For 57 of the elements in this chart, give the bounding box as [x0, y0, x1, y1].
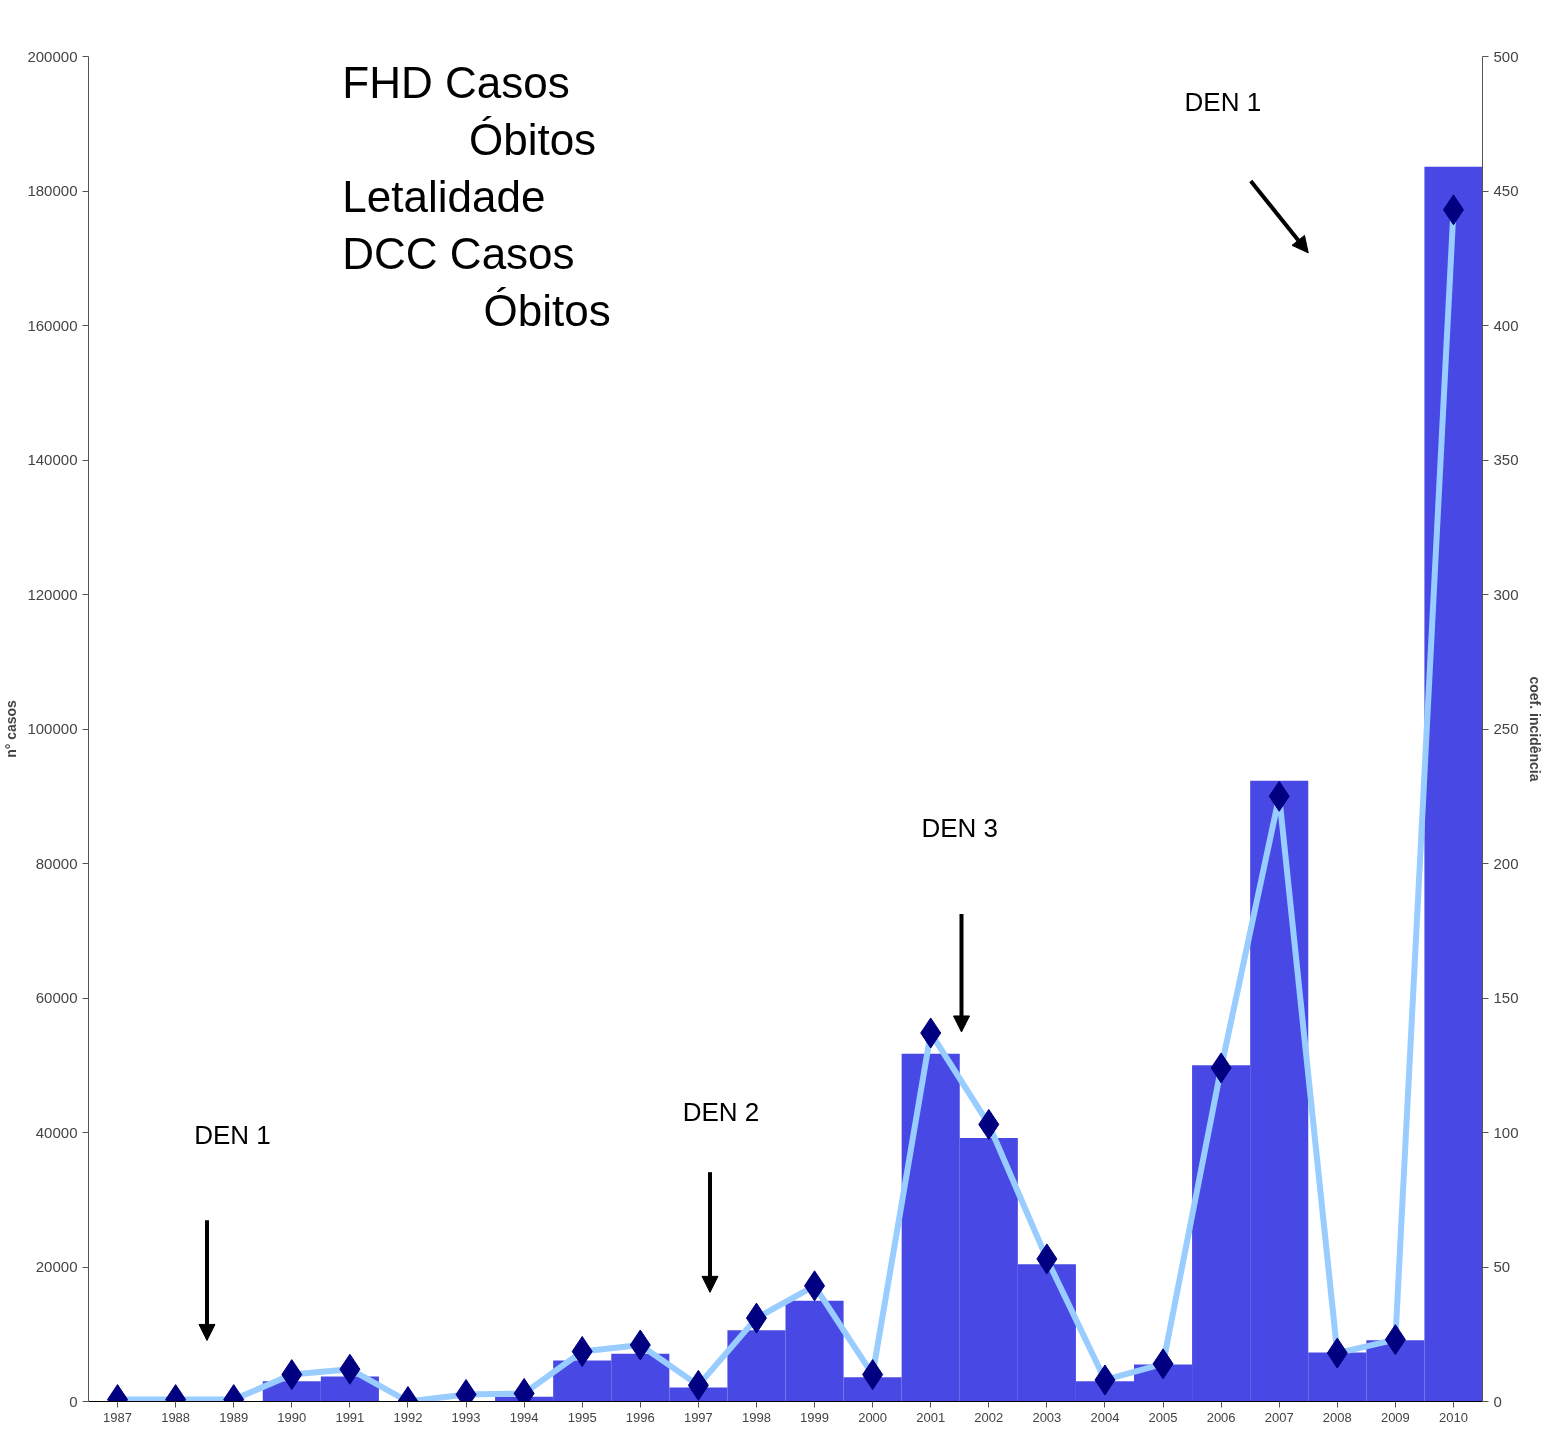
- y-tick-label: 0: [69, 1392, 78, 1410]
- y2-tick-label: 300: [1493, 585, 1519, 603]
- annotation: DEN 3: [921, 813, 998, 844]
- y2-tick-label: 450: [1493, 182, 1519, 199]
- x-tick-label: 2003: [1032, 1409, 1062, 1425]
- x-tick-label: 2005: [1148, 1409, 1178, 1425]
- x-tick-label: 2007: [1264, 1409, 1294, 1425]
- y-tick-label: 100000: [27, 720, 78, 737]
- y-tick-label: 160000: [27, 316, 78, 334]
- annotation: DEN 1: [1184, 86, 1262, 117]
- y-tick-label: 120000: [27, 585, 78, 603]
- x-tick-label: 1990: [277, 1409, 307, 1425]
- x-tick-label: 2009: [1380, 1409, 1410, 1425]
- x-tick-label: 2006: [1206, 1409, 1236, 1425]
- y-tick-label: 20000: [35, 1258, 78, 1275]
- x-tick-label: 1994: [509, 1409, 539, 1425]
- y-tick-label: 140000: [27, 451, 78, 468]
- y2-tick-label: 200: [1493, 854, 1519, 872]
- y2-tick-label: 50: [1493, 1258, 1511, 1275]
- y2-tick-label: 250: [1493, 720, 1519, 737]
- x-tick-label: 1989: [219, 1409, 249, 1425]
- y-tick-label: 40000: [35, 1123, 78, 1141]
- x-tick-label: 2008: [1322, 1409, 1352, 1425]
- x-tick-label: 2002: [974, 1409, 1004, 1425]
- y2-tick-label: 100: [1493, 1123, 1519, 1141]
- x-tick-label: 2010: [1439, 1409, 1468, 1425]
- x-tick-label: 1996: [625, 1409, 655, 1425]
- annotation: DCC Casos: [342, 229, 575, 279]
- y-axis-title: n° casos: [3, 699, 20, 758]
- x-tick-label: 1987: [103, 1409, 132, 1425]
- x-tick-label: 1992: [393, 1409, 423, 1425]
- x-tick-label: 1998: [742, 1409, 771, 1425]
- y2-tick-label: 350: [1493, 451, 1519, 468]
- x-tick-label: 2001: [916, 1409, 946, 1425]
- y-tick-label: 200000: [27, 47, 78, 65]
- y-tick-label: 180000: [27, 182, 78, 199]
- y-tick-label: 80000: [35, 854, 78, 872]
- y2-tick-label: 0: [1493, 1392, 1502, 1410]
- x-tick-label: 1993: [451, 1409, 481, 1425]
- annotation: DEN 2: [682, 1096, 760, 1127]
- x-tick-label: 1997: [683, 1409, 713, 1425]
- y2-tick-label: 400: [1493, 316, 1519, 334]
- x-tick-label: 2004: [1090, 1409, 1120, 1425]
- annotation: FHD Casos: [342, 57, 570, 107]
- x-tick-label: 1995: [567, 1409, 597, 1425]
- y2-axis-title: coef. incidência: [1526, 676, 1543, 782]
- x-tick-label: 1999: [800, 1409, 829, 1425]
- y2-tick-label: 500: [1493, 47, 1519, 65]
- x-tick-label: 2000: [858, 1409, 888, 1425]
- annotation: Letalidade: [342, 172, 546, 222]
- annotation: DEN 1: [194, 1119, 271, 1150]
- y2-tick-label: 150: [1493, 989, 1519, 1006]
- x-tick-label: 1988: [161, 1409, 191, 1425]
- x-tick-label: 1991: [335, 1409, 365, 1425]
- annotation: Óbitos: [468, 115, 597, 165]
- y-tick-label: 60000: [35, 989, 78, 1006]
- annotation: Óbitos: [483, 286, 611, 336]
